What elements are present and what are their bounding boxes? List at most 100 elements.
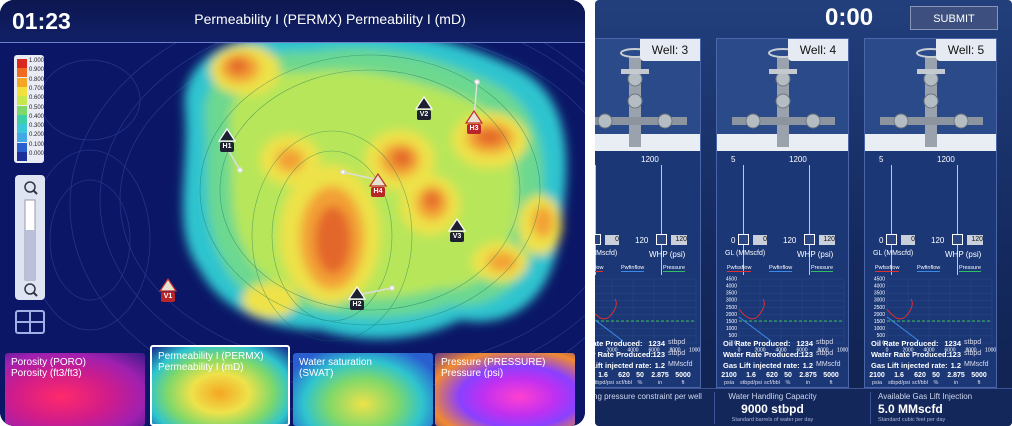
footer-divider [714,392,715,424]
valve [923,71,939,87]
param-unit: in [805,380,811,386]
timer: 0:00 [825,4,874,31]
slider-min: 0 [731,236,736,245]
slider-value[interactable]: 0 [605,235,619,245]
layer-thumbnail[interactable]: Porosity (PORO) Porosity (ft3/ft3) [5,353,145,426]
param-value: 50 [784,372,792,379]
well-triangle [415,96,433,110]
param-value: 2.875 [799,372,817,379]
slider-value[interactable]: 0 [753,235,767,245]
slider-min: 0 [879,236,884,245]
slider-track [661,165,662,275]
well-triangle [218,128,236,142]
well-label[interactable]: H1 [220,142,234,152]
chart-legend-item: Pwfinflow [917,265,941,272]
param-value: 2100 [721,372,737,379]
param-unit: ft [829,380,833,386]
well-label[interactable]: V2 [417,110,431,120]
footer-title: Water Handling Capacity [728,392,817,401]
color-legend: 1.000 0.900 0.800 0.700 0.600 0.500 0.400 0.300… [14,55,44,163]
slider-max: 1200 [641,155,659,164]
slider-value[interactable]: 120 [967,235,983,245]
y-tick-label: 3500 [726,291,737,297]
thumbnail-unit: (SWAT) [299,368,334,379]
slider-handle[interactable] [656,234,667,245]
stat-label: Gas Lift injected rate: [723,361,800,370]
slider-min: 120 [783,236,797,245]
slider-value[interactable]: 120 [671,235,687,245]
legend-label: 0.600 [29,95,45,102]
flange [769,69,797,74]
slider-track [595,165,596,275]
thumbnail-strip: Porosity (PORO) Porosity (ft3/ft3) Permeab… [0,345,585,426]
param-value: 2.875 [651,372,669,379]
legend-swatch [17,105,27,115]
outflow-curve [595,298,617,320]
x-tick-label: 6000 [796,347,807,353]
stat-unit: MMscfd [816,361,841,368]
zoom-control[interactable] [15,175,45,300]
layer-thumbnail[interactable]: Permeability I (PERMX) Permeability I (mD… [150,345,290,426]
footer-title: ng pressure constraint per well [595,392,702,401]
well-label[interactable]: H4 [371,187,385,197]
pipe [732,117,835,125]
slider-value[interactable]: 120 [819,235,835,245]
slider-max: 5 [731,155,736,164]
legend-label: 0.200 [29,132,45,139]
slider-handle[interactable] [952,234,963,245]
y-tick-label: 0 [734,340,737,346]
legend-swatch [17,77,27,87]
x-tick-label: 8000 [965,347,976,353]
param-value: 5000 [675,372,691,379]
x-tick-label: 4000 [627,347,638,353]
legend-swatch [17,68,27,78]
stat-label: Oil Rate Produced: [595,339,643,348]
chart-legend-item: Pwfinflow [769,265,793,272]
legend-swatch [17,86,27,96]
y-tick-label: 2000 [874,312,885,318]
y-tick-label: 2500 [726,305,737,311]
y-tick-label: 1000 [874,326,885,332]
y-tick-label: 0 [882,340,885,346]
well-label[interactable]: V1 [161,292,175,302]
valve [627,71,643,87]
submit-button[interactable]: SUBMIT [910,6,998,30]
slider-value[interactable]: 0 [901,235,915,245]
slider-handle[interactable] [738,234,749,245]
pipe [595,117,687,125]
valve [923,93,939,109]
y-tick-label: 1000 [726,326,737,332]
well-icon [218,128,236,142]
inflow-curve [595,319,624,342]
stat-label: Water Rate Produced: [871,350,950,359]
thumbnail-title: Water saturation [299,357,372,368]
param-unit: % [637,380,643,386]
slider-handle[interactable] [804,234,815,245]
header-bar [0,0,585,43]
layout-button[interactable] [15,310,45,334]
well-label[interactable]: H2 [350,300,364,310]
well-label: Well: 5 [936,39,996,61]
slider-caption: WHP (psi) [797,250,834,259]
slider-caption: WHP (psi) [945,250,982,259]
layer-thumbnail[interactable]: Water saturation (SWAT) [293,353,433,426]
control-panel: 0:00 SUBMIT Well: 35120000120120GL (MMsc… [595,0,1012,426]
legend-label: 0.500 [29,104,45,111]
well-label[interactable]: V3 [450,232,464,242]
layer-thumbnail[interactable]: Pressure (PRESSURE) Pressure (psi) [435,353,575,426]
stat-unit: MMscfd [964,361,989,368]
x-tick-label: 0 [886,347,889,353]
slider-handle[interactable] [886,234,897,245]
chart-legend-item: Pressure [811,265,834,272]
timer: 01:23 [12,8,71,34]
slider-track [809,165,810,275]
well-label[interactable]: H3 [467,124,481,134]
param-unit: psia [723,380,735,386]
footer-value: 5.0 MMscfd [878,402,943,416]
valve [745,113,761,129]
stat-value: 123 [800,350,813,359]
slider-handle[interactable] [595,234,601,245]
param-unit: in [657,380,663,386]
x-tick-label: 10000 [985,347,997,353]
param-unit: % [785,380,791,386]
